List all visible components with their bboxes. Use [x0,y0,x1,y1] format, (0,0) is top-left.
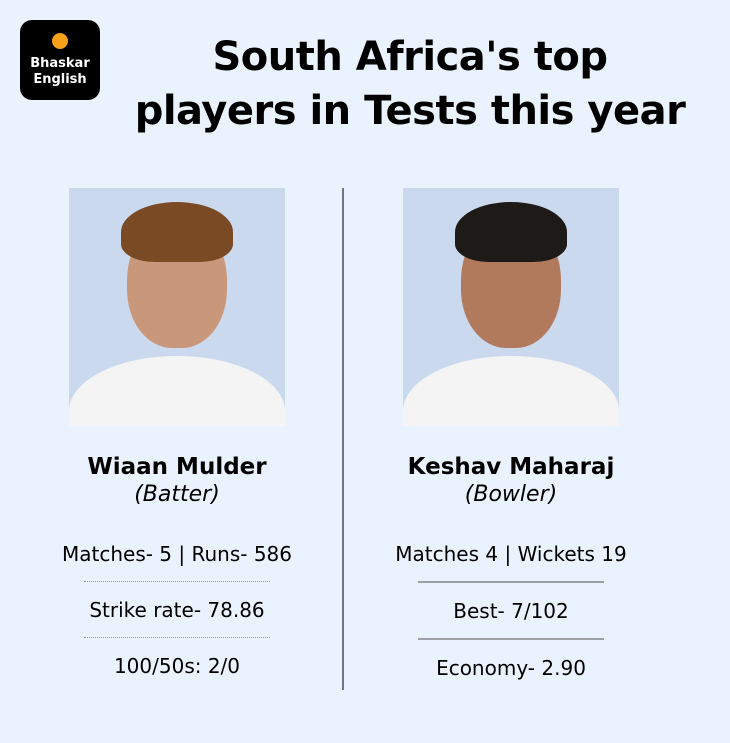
player-stat: Strike rate- 78.86 [89,598,265,622]
separator [418,581,604,583]
player-name: Wiaan Mulder [87,454,267,480]
player-photo [403,188,619,426]
player-name: Keshav Maharaj [407,454,615,480]
sun-icon [52,33,68,49]
separator [84,637,270,638]
player-stat: 100/50s: 2/0 [113,654,241,678]
player-role: (Batter) [134,482,220,507]
column-divider [342,188,344,690]
player-stat: Best- 7/102 [453,599,569,623]
player-photo [69,188,285,426]
separator [418,638,604,640]
page-title: South Africa's top players in Tests this… [134,34,686,134]
player-stat: Matches- 5 | Runs- 586 [61,542,293,566]
player-role: (Bowler) [464,482,558,507]
separator [84,581,270,582]
player-stat: Economy- 2.90 [436,656,586,680]
player-card-bowler: Keshav Maharaj (Bowler) Matches 4 | Wick… [346,188,676,681]
player-stat: Matches 4 | Wickets 19 [395,542,627,566]
bhaskar-english-logo: Bhaskar English [20,20,100,100]
player-card-batter: Wiaan Mulder (Batter) Matches- 5 | Runs-… [12,188,342,679]
